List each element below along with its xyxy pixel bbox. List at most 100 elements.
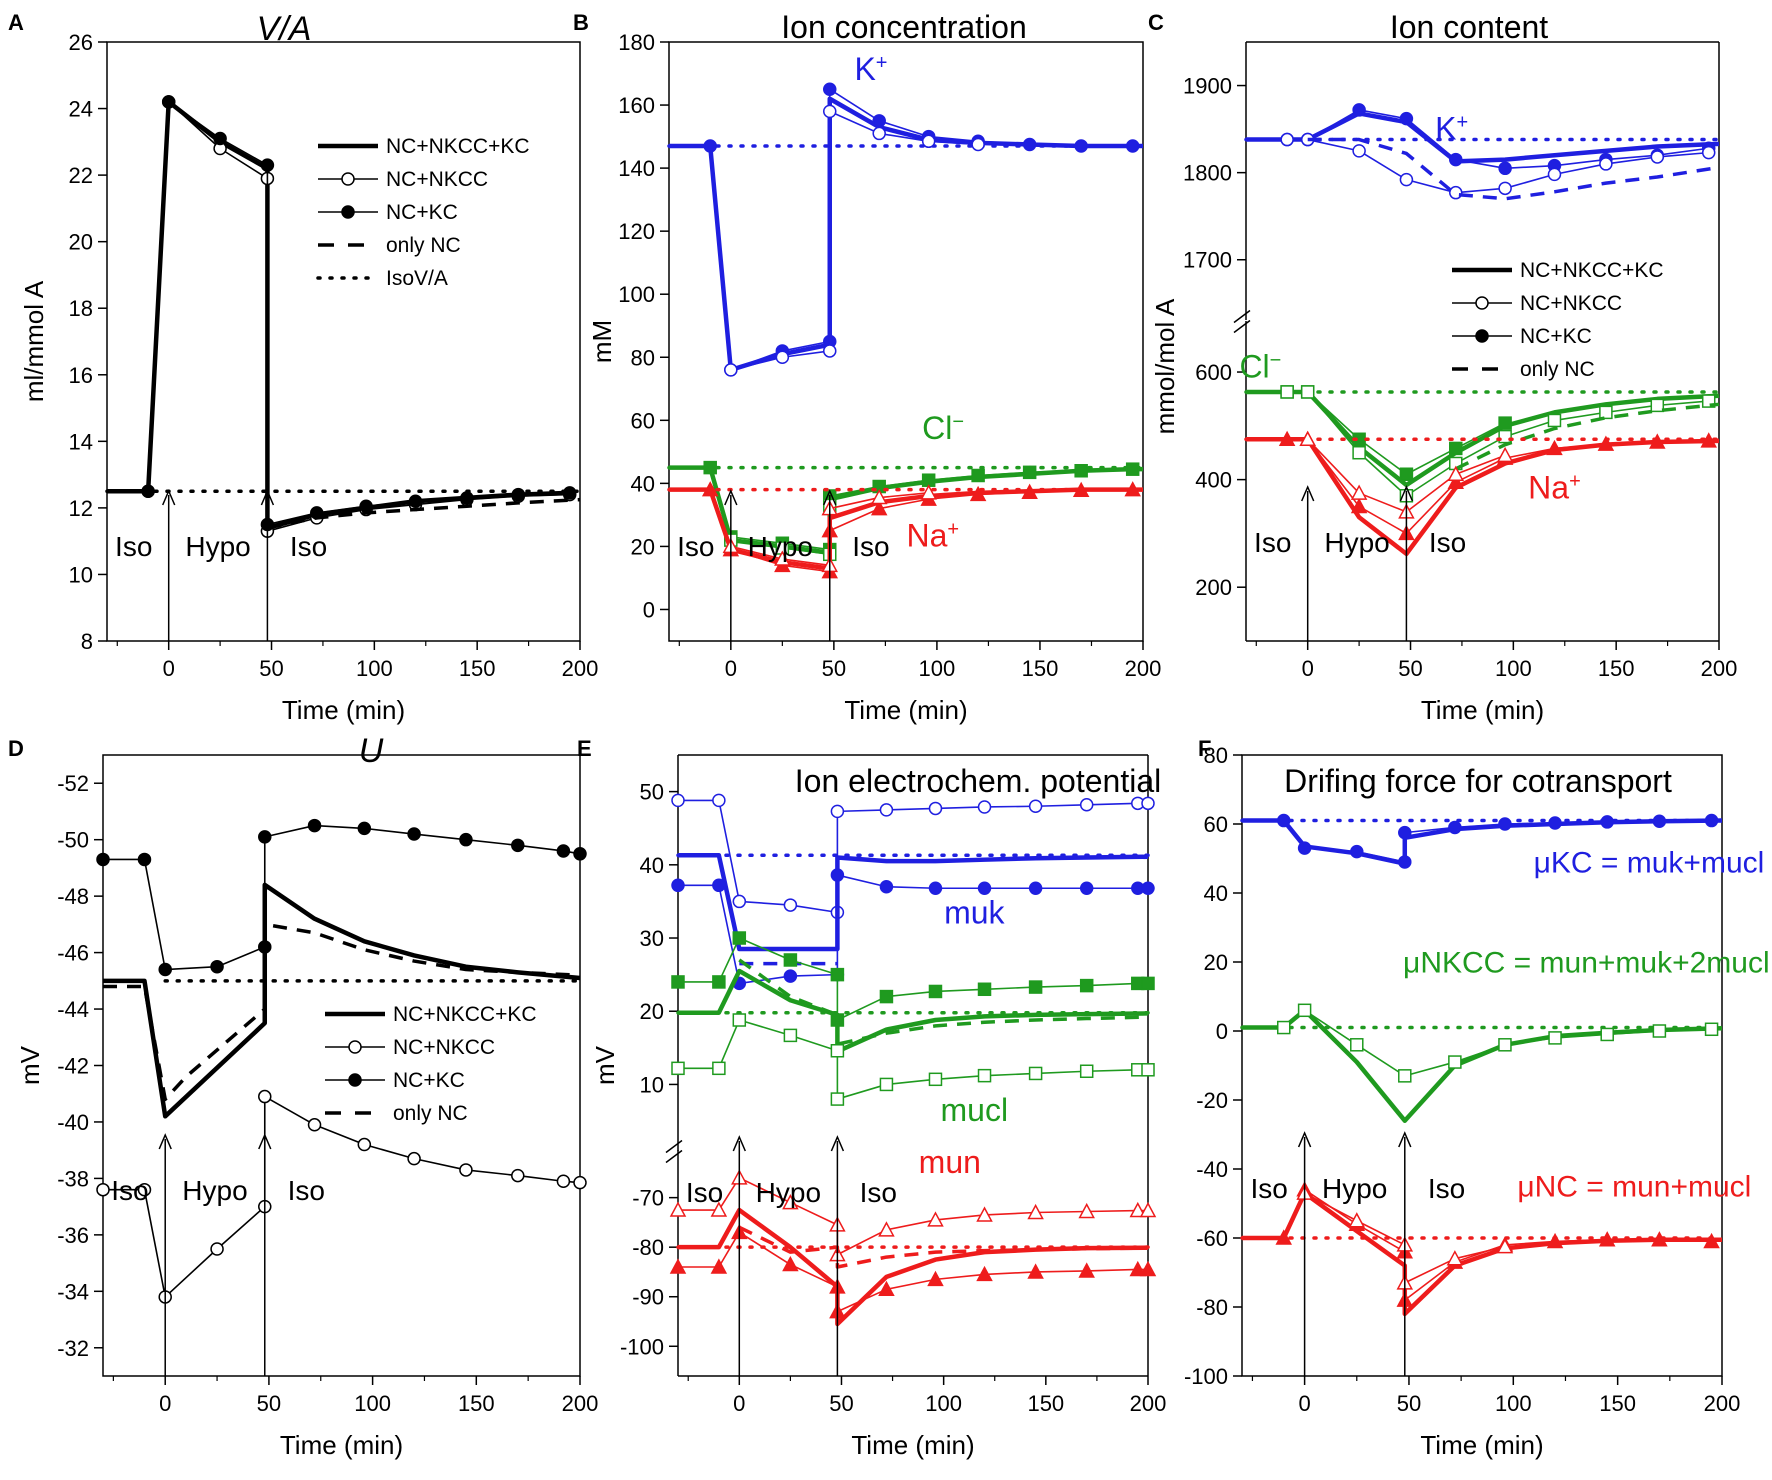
data-point (669, 1201, 687, 1217)
x-tick-label: 0 (163, 656, 175, 681)
data-point (782, 1194, 799, 1210)
x-tick-label: 200 (1130, 1391, 1167, 1416)
panel-A: A V/A0 50 100 150 2008101214161820222426Time … (8, 10, 598, 725)
data-point (671, 878, 685, 893)
legend-label: NC+NKCC+KC (393, 1003, 537, 1026)
series-nc-nkcc (96, 1089, 587, 1304)
x-axis-label: Time (min) (1420, 1430, 1543, 1460)
data-point (712, 975, 726, 989)
data-point (830, 1092, 845, 1106)
data-point (1547, 167, 1562, 182)
series-label-text: Cl (922, 410, 952, 446)
plot-frame (668, 41, 1144, 642)
series-na-nc-kc (701, 481, 1141, 579)
y-tick-label: 40 (640, 853, 664, 878)
label-hypo: Hypo (1324, 527, 1389, 558)
data-point (210, 1242, 224, 1256)
panel-D: D U 0 50 100 150 200 -52 -50 -48 -46 -44 -42 -40 -38 -3… (8, 732, 598, 1460)
series-label: Na+ (906, 517, 959, 553)
data-point (1352, 445, 1366, 460)
data-point (573, 1175, 587, 1190)
data-point (258, 1089, 272, 1104)
data-point (1498, 817, 1512, 831)
data-point (1300, 385, 1315, 399)
data-point (1297, 1003, 1312, 1018)
series-line (1287, 138, 1709, 194)
y-tick-label: -80 (632, 1235, 664, 1260)
series-cl-nc-kc (703, 460, 1140, 557)
series-mukc-nc-kc (1276, 813, 1719, 869)
y-tick-label: 60 (631, 408, 655, 433)
series-cl-only-nc (1454, 402, 1720, 471)
series-label-superscript: + (1456, 112, 1468, 134)
data-point (870, 488, 888, 505)
data-point (96, 1182, 110, 1197)
legend-label: NC+NKCC+KC (1520, 259, 1664, 282)
x-tick-label: 200 (562, 656, 599, 681)
y-tick-label: 50 (640, 780, 664, 805)
data-point (258, 830, 272, 844)
data-point (1599, 157, 1613, 171)
legend-marker (348, 1040, 362, 1054)
panel-letter-a: A (8, 10, 24, 35)
data-point (1129, 1201, 1147, 1218)
y-tick-label: 12 (69, 496, 93, 521)
data-point (210, 959, 224, 974)
label-iso-after: Iso (860, 1177, 897, 1208)
x-tick-label: 150 (1027, 1391, 1064, 1416)
series-munc (1242, 1190, 1722, 1317)
series-label: muk (944, 894, 1005, 930)
x-tick-label: 200 (1701, 656, 1738, 681)
data-point (459, 832, 473, 847)
data-point (976, 1206, 993, 1222)
series-label: μNC = mun+mucl (1517, 1171, 1751, 1204)
data-point (1652, 1024, 1667, 1038)
data-point (1498, 429, 1512, 444)
x-tick-label: 100 (1495, 1391, 1532, 1416)
data-point (1028, 1066, 1043, 1081)
series-label-text: μNKCC = mun+muk+2mucl (1403, 946, 1770, 979)
y-axis-label: mM (587, 320, 617, 363)
legend: NC+NKCC+KC NC+NKCC NC+KC only NC IsoV/A (316, 135, 530, 290)
data-point (357, 821, 372, 836)
data-point (1022, 465, 1037, 480)
panel-letter-b: B (573, 10, 589, 35)
data-point (928, 801, 943, 816)
data-point (1078, 1202, 1095, 1219)
series-mucl-nc-kc (671, 931, 1155, 1027)
data-point (783, 1028, 798, 1043)
data-point (1449, 185, 1463, 200)
data-point (1700, 432, 1717, 448)
series-label-superscript: + (876, 52, 888, 74)
series-label: μKC = muk+mucl (1534, 846, 1765, 879)
data-point (556, 844, 571, 858)
legend-label: NC+KC (393, 1069, 465, 1092)
series-label-text: K (1435, 111, 1456, 147)
data-point (1599, 405, 1613, 420)
data-point (1352, 103, 1366, 117)
y-tick-label: 0 (1216, 1019, 1228, 1044)
series-label-text: muk (944, 894, 1005, 930)
y-tick-label: -34 (57, 1279, 89, 1304)
y-tick-label: 1700 (1183, 248, 1232, 273)
data-point (1498, 1038, 1512, 1052)
data-point (1079, 881, 1094, 895)
series-muk-nc-nkcc-kc (678, 853, 1149, 952)
label-iso-after: Iso (288, 1175, 325, 1206)
y-tick-label: 40 (1204, 881, 1228, 906)
y-tick-label: 10 (640, 1072, 664, 1097)
label-iso-before: Iso (1254, 527, 1291, 558)
y-tick-label: -70 (632, 1186, 664, 1211)
x-axis-label: Time (min) (1421, 695, 1544, 725)
data-point (1447, 465, 1465, 481)
data-point (1280, 132, 1294, 147)
data-point (920, 484, 937, 500)
event-arrow-head (1398, 1131, 1412, 1148)
label-hypo: Hypo (182, 1175, 247, 1206)
data-point (1496, 1238, 1514, 1254)
data-point (1022, 137, 1037, 152)
data-point (1448, 820, 1462, 835)
label-hypo: Hypo (748, 531, 813, 562)
data-point (1027, 1203, 1044, 1220)
